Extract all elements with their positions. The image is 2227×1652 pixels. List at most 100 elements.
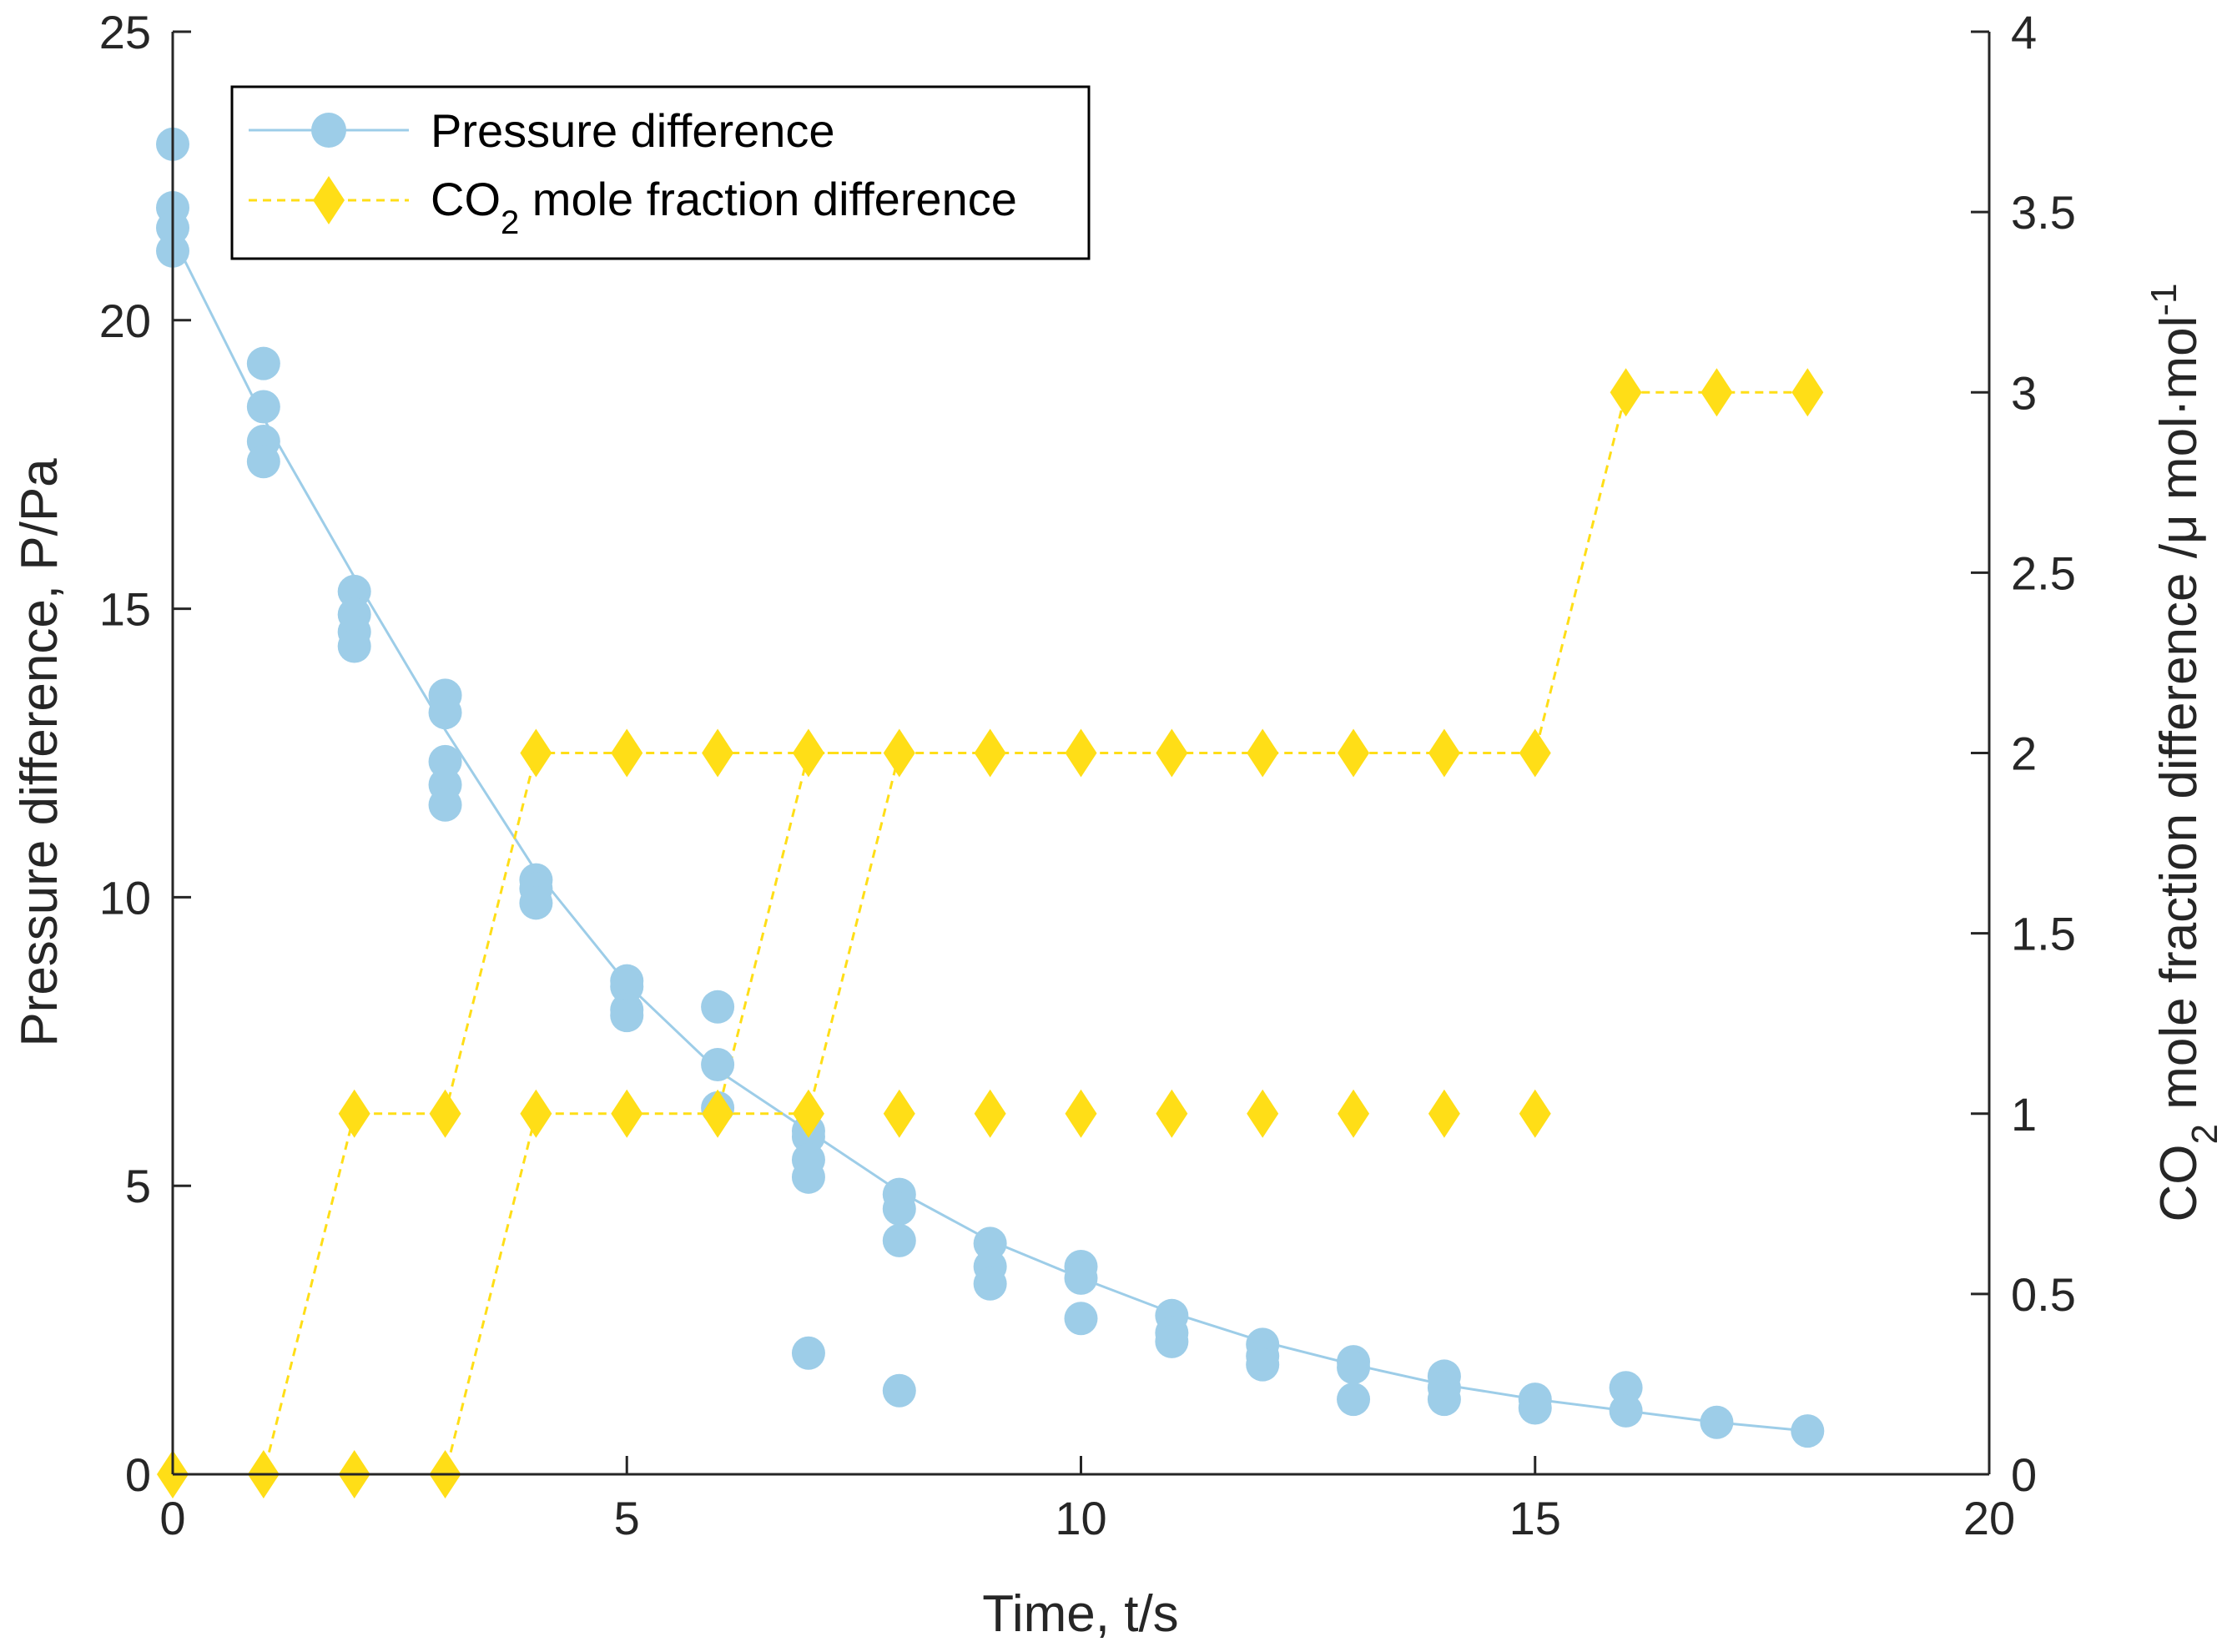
pressure-point	[610, 999, 644, 1033]
pressure-point	[428, 788, 462, 822]
y2-tick-label: 2	[2011, 728, 2037, 780]
co2-line-2	[718, 753, 901, 1116]
co2-point	[1519, 728, 1551, 778]
co2-point	[1700, 368, 1733, 417]
y2-tick-label: 1.5	[2011, 908, 2076, 960]
pressure-point	[1609, 1371, 1643, 1405]
pressure-point	[428, 696, 462, 730]
co2-point	[792, 728, 824, 778]
legend-label-co2: CO2 mole fraction difference	[431, 173, 1017, 241]
co2-point	[520, 1089, 552, 1138]
legend: Pressure difference CO2 mole fraction di…	[230, 85, 1091, 260]
co2-point	[883, 1089, 915, 1138]
pressure-point	[1518, 1391, 1552, 1425]
pressure-point	[337, 629, 371, 663]
pressure-point	[1064, 1261, 1098, 1295]
pressure-point	[1337, 1383, 1371, 1417]
pressure-point	[1337, 1351, 1371, 1385]
y-axis-title: Pressure difference, P/Pa	[11, 458, 68, 1047]
legend-label-pressure: Pressure difference	[431, 104, 835, 157]
pressure-point	[1609, 1393, 1643, 1428]
pressure-point	[791, 1160, 825, 1194]
co2-point	[1791, 368, 1824, 417]
pressure-point	[610, 970, 644, 1004]
co2-point	[1247, 728, 1279, 778]
pressure-point	[791, 1336, 825, 1370]
pressure-point	[882, 1191, 916, 1226]
pressure-point	[428, 744, 462, 778]
pressure-point	[1064, 1302, 1098, 1336]
co2-point	[1338, 728, 1370, 778]
co2-point	[338, 1089, 370, 1138]
y-tick-label: 25	[99, 6, 151, 58]
x-tick-label: 5	[614, 1492, 640, 1544]
x-tick-label: 15	[1509, 1492, 1561, 1544]
x-tick-label: 20	[1963, 1492, 2015, 1544]
legend-label-co2-subscript: 2	[501, 204, 519, 241]
x-tick-label: 0	[159, 1492, 185, 1544]
legend-label-co2-prefix: CO	[431, 173, 501, 225]
co2-point	[1610, 368, 1642, 417]
pressure-point	[882, 1373, 916, 1408]
y2-tick-label: 4	[2011, 6, 2037, 58]
pressure-point	[246, 445, 280, 479]
co2-point	[974, 1089, 1006, 1138]
co2-point	[1247, 1089, 1279, 1138]
pressure-point	[1246, 1347, 1280, 1382]
x-axis-title: Time, t/s	[982, 1585, 1178, 1643]
x-tick-label: 10	[1055, 1492, 1106, 1544]
pressure-point	[973, 1267, 1007, 1301]
legend-marker-pressure	[311, 113, 346, 148]
co2-point	[1065, 1089, 1097, 1138]
y2-axis-title-text: mole fraction difference /μ mol·mol	[2150, 316, 2208, 1124]
y-tick-label: 5	[125, 1160, 151, 1212]
y2-axis-title-superscript: -1	[2144, 284, 2184, 316]
pressure-point	[701, 990, 735, 1024]
co2-point	[1338, 1089, 1370, 1138]
y-tick-label: 10	[99, 871, 151, 924]
pressure-point	[337, 574, 371, 608]
co2-point	[883, 728, 915, 778]
co2-point	[1156, 1089, 1188, 1138]
co2-point	[520, 728, 552, 778]
y-tick-label: 0	[125, 1448, 151, 1501]
legend-box	[230, 85, 1091, 260]
pressure-point	[882, 1223, 916, 1257]
y2-tick-label: 0	[2011, 1448, 2037, 1501]
pressure-point	[519, 886, 553, 920]
y-tick-label: 15	[99, 583, 151, 636]
legend-label-co2-rest: mole fraction difference	[519, 173, 1017, 225]
co2-point	[1065, 728, 1097, 778]
legend-marker-co2	[313, 176, 345, 224]
y2-axis-title-subscript: 2	[2184, 1124, 2225, 1144]
pressure-point	[246, 390, 280, 424]
y2-tick-label: 3.5	[2011, 186, 2076, 239]
y2-tick-label: 3	[2011, 366, 2037, 419]
pressure-point	[973, 1226, 1007, 1261]
y2-tick-label: 1	[2011, 1088, 2037, 1141]
pressure-point	[1791, 1414, 1825, 1448]
pressure-point	[1155, 1324, 1189, 1358]
co2-point	[792, 1089, 824, 1138]
co2-point	[1156, 728, 1188, 778]
co2-point	[611, 728, 643, 778]
plot-area	[156, 127, 1825, 1498]
co2-point	[1428, 1089, 1460, 1138]
pressure-point	[1427, 1383, 1461, 1417]
y2-tick-label: 0.5	[2011, 1268, 2076, 1321]
axis-titles: Time, t/s Pressure difference, P/Pa CO2 …	[11, 284, 2225, 1644]
co2-point	[702, 728, 734, 778]
co2-point	[974, 728, 1006, 778]
pressure-point	[701, 1047, 735, 1081]
y-tick-label: 20	[99, 295, 151, 347]
pressure-point	[1700, 1405, 1734, 1439]
y2-axis-title-prefix: CO	[2150, 1145, 2208, 1222]
co2-point	[1519, 1089, 1551, 1138]
pressure-point	[246, 346, 280, 380]
co2-point	[611, 1089, 643, 1138]
co2-line-0	[173, 390, 1808, 1476]
co2-point	[429, 1089, 461, 1138]
y2-axis-title: CO2 mole fraction difference /μ mol·mol-…	[2144, 284, 2225, 1222]
